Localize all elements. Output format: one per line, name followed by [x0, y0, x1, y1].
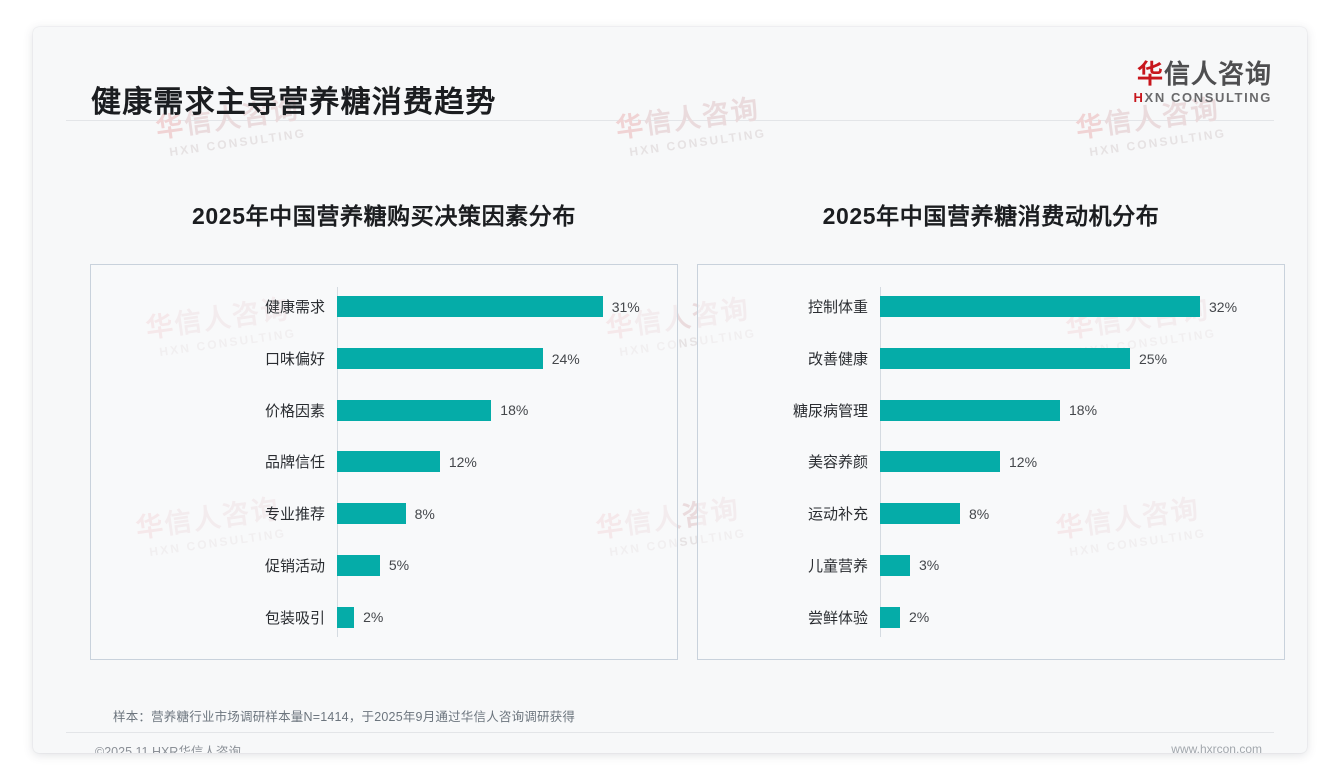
bar-row: 控制体重 32% — [698, 293, 1284, 321]
bar-category-label: 口味偏好 — [264, 351, 325, 369]
chart-card: 控制体重 32% 改善健康 25% 糖尿病管理 18% 美容养颜 12% 运动补充 8% 儿童营养 3… — [697, 264, 1285, 660]
sample-footnote: 样本：营养糖行业市场调研样本量N=1414，于2025年9月通过华信人咨询调研获… — [113, 710, 576, 724]
bar — [880, 348, 1130, 370]
bar-area: 24% — [337, 348, 677, 370]
bar-rows: 控制体重 32% 改善健康 25% 糖尿病管理 18% 美容养颜 12% 运动补充 8% 儿童营养 3… — [698, 281, 1284, 643]
bar-category-label: 改善健康 — [807, 351, 868, 369]
bar-row: 改善健康 25% — [698, 345, 1284, 373]
bar — [880, 503, 960, 525]
bar-category-label: 包装吸引 — [264, 609, 325, 627]
bar-area: 2% — [337, 606, 677, 628]
bar-value-label: 8% — [414, 505, 435, 522]
bar-value-label: 8% — [969, 505, 990, 522]
footer-divider — [66, 732, 1274, 733]
bar-area: 12% — [337, 451, 677, 473]
bar-category-label: 促销活动 — [264, 557, 325, 575]
bar — [880, 296, 1200, 318]
bar-row: 促销活动 5% — [91, 551, 677, 579]
bar-area: 3% — [880, 554, 1284, 576]
website-link[interactable]: www.hxrcon.com — [1171, 742, 1262, 753]
slide-header: 健康需求主导营养糖消费趋势 华信人咨询 HXN CONSULTING — [33, 27, 1307, 120]
bar — [337, 348, 543, 370]
bar-value-label: 18% — [1069, 402, 1098, 419]
bar-category-label: 健康需求 — [264, 299, 325, 317]
slide-card: 华信人咨询 HXN CONSULTING 华信人咨询 HXN CONSULTIN… — [33, 27, 1307, 753]
bar — [880, 554, 910, 576]
bar-row: 尝鲜体验 2% — [698, 603, 1284, 631]
bar-value-label: 31% — [611, 298, 640, 315]
bar-row: 糖尿病管理 18% — [698, 396, 1284, 424]
header-divider — [66, 120, 1274, 121]
bar-value-label: 2% — [363, 609, 384, 626]
bar-row: 健康需求 31% — [91, 293, 677, 321]
bar-row: 包装吸引 2% — [91, 603, 677, 631]
bar — [337, 296, 603, 318]
bar — [337, 503, 406, 525]
bar-category-label: 运动补充 — [807, 506, 868, 524]
bar — [337, 399, 492, 421]
bar-value-label: 12% — [1009, 453, 1038, 470]
bar-value-label: 24% — [551, 350, 580, 367]
bar-area: 8% — [337, 503, 677, 525]
bar-area: 18% — [337, 399, 677, 421]
brand-logo-cn: 华信人咨询 — [1136, 59, 1272, 89]
bar-area: 5% — [337, 554, 677, 576]
bar-row: 价格因素 18% — [91, 396, 677, 424]
bar-category-label: 糖尿病管理 — [792, 402, 868, 420]
bar-area: 32% — [880, 296, 1284, 318]
bar-value-label: 3% — [919, 557, 940, 574]
bar-category-label: 控制体重 — [807, 299, 868, 317]
bar — [337, 554, 380, 576]
panel-purchase-decision-factors: 2025年中国营养糖购买决策因素分布 健康需求 31% 口味偏好 24% 价格因素 18%… — [90, 120, 678, 660]
chart-card: 健康需求 31% 口味偏好 24% 价格因素 18% 品牌信任 12% 专业推荐 8% 促销活动 5%… — [90, 264, 678, 660]
bar-row: 运动补充 8% — [698, 500, 1284, 528]
bar-value-label: 32% — [1209, 298, 1238, 315]
bar-category-label: 儿童营养 — [807, 557, 868, 575]
bar-value-label: 25% — [1139, 350, 1168, 367]
bar-category-label: 品牌信任 — [264, 454, 325, 472]
bar-category-label: 尝鲜体验 — [807, 609, 868, 627]
bar-category-label: 专业推荐 — [264, 506, 325, 524]
copyright-text: ©2025.11 HXR华信人咨询 — [95, 745, 241, 753]
bar-value-label: 5% — [388, 557, 410, 574]
bar-area: 12% — [880, 451, 1284, 473]
bar-row: 品牌信任 12% — [91, 448, 677, 476]
bar-area: 18% — [880, 399, 1284, 421]
bar-area: 2% — [880, 606, 1284, 628]
bar-row: 儿童营养 3% — [698, 551, 1284, 579]
bar — [337, 451, 440, 473]
panel-consumption-motivation: 2025年中国营养糖消费动机分布 控制体重 32% 改善健康 25% 糖尿病管理 18% 美… — [697, 120, 1285, 660]
bar-area: 25% — [880, 348, 1284, 370]
bar — [880, 451, 1000, 473]
page-title: 健康需求主导营养糖消费趋势 — [91, 86, 497, 119]
bar-category-label: 价格因素 — [264, 402, 325, 420]
bar-row: 专业推荐 8% — [91, 500, 677, 528]
bar-value-label: 18% — [500, 402, 529, 419]
bar-rows: 健康需求 31% 口味偏好 24% 价格因素 18% 品牌信任 12% 专业推荐 8% 促销活动 5%… — [91, 281, 677, 643]
chart-title: 2025年中国营养糖购买决策因素分布 — [192, 203, 576, 229]
bar-value-label: 12% — [448, 453, 477, 470]
bar — [880, 399, 1060, 421]
brand-logo: 华信人咨询 HXN CONSULTING — [1134, 60, 1272, 105]
brand-logo-en: HXN CONSULTING — [1133, 90, 1272, 106]
bar-value-label: 2% — [909, 609, 930, 626]
bar-area: 8% — [880, 503, 1284, 525]
bar-row: 口味偏好 24% — [91, 345, 677, 373]
bar — [880, 606, 900, 628]
bar — [337, 606, 355, 628]
bar-area: 31% — [337, 296, 677, 318]
bar-row: 美容养颜 12% — [698, 448, 1284, 476]
chart-title: 2025年中国营养糖消费动机分布 — [822, 203, 1160, 229]
bar-category-label: 美容养颜 — [807, 454, 868, 472]
